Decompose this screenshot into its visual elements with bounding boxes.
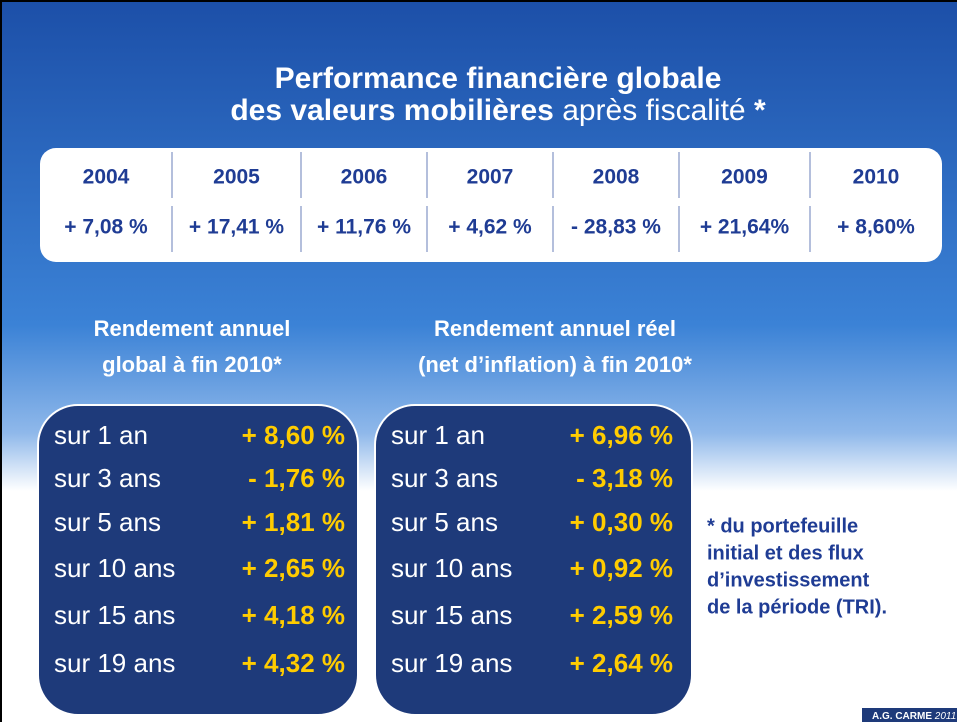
table-header: 2004 — [83, 166, 130, 189]
table-header: 2005 — [213, 166, 260, 189]
row-value: + 2,59 % — [570, 600, 673, 630]
row-label: sur 15 ans — [391, 600, 512, 630]
table-header: 2008 — [593, 166, 640, 189]
table-value: + 4,62 % — [448, 216, 532, 239]
footnote: initial et des flux — [707, 542, 864, 564]
row-value: + 2,64 % — [570, 648, 673, 678]
row-value: - 3,18 % — [576, 463, 673, 493]
row-label: sur 1 an — [54, 420, 148, 450]
row-label: sur 3 ans — [54, 463, 161, 493]
row-label: sur 10 ans — [391, 553, 512, 583]
row-label: sur 1 an — [391, 420, 485, 450]
footnote: d’investissement — [707, 569, 870, 591]
row-value: + 0,30 % — [570, 507, 673, 537]
title-line1: Performance financière globale — [275, 62, 722, 95]
table-value: - 28,83 % — [571, 216, 661, 239]
footer: A.G. CARME 2011 — [872, 711, 956, 722]
footer-box — [862, 708, 957, 722]
table-header: 2009 — [721, 166, 768, 189]
title-bold: des valeurs mobilières — [230, 94, 554, 127]
footnote: de la période (TRI). — [707, 596, 887, 618]
row-value: + 0,92 % — [570, 553, 673, 583]
row-label: sur 5 ans — [391, 507, 498, 537]
panel-heading: Rendement annuel réel — [434, 316, 676, 341]
row-label: sur 19 ans — [391, 648, 512, 678]
footer-name: A.G. CARME — [872, 711, 932, 722]
content: 2004 + 7,08 % 2005 + 17,41 % 2006 + 11,76 % 20… — [37, 152, 915, 716]
panel-box — [37, 404, 359, 716]
row-value: + 4,32 % — [242, 648, 345, 678]
panel-heading: (net d’inflation) à fin 2010* — [418, 352, 692, 377]
title-star: * — [754, 94, 766, 127]
row-label: sur 19 ans — [54, 648, 175, 678]
row-value: - 1,76 % — [248, 463, 345, 493]
title-normal: après fiscalité — [562, 94, 745, 127]
table-box — [40, 148, 942, 262]
panel-box — [374, 404, 693, 716]
row-value: + 1,81 % — [242, 507, 345, 537]
table-value: + 21,64% — [700, 216, 790, 239]
title-line2: des valeurs mobilières après fiscalité * — [230, 94, 766, 127]
row-value: + 8,60 % — [242, 420, 345, 450]
table-header: 2010 — [853, 166, 900, 189]
footnote: * du portefeuille — [707, 515, 858, 537]
table-value: + 8,60% — [837, 216, 915, 239]
row-label: sur 3 ans — [391, 463, 498, 493]
row-label: sur 15 ans — [54, 600, 175, 630]
table-value: + 11,76 % — [317, 216, 411, 239]
table-value: + 17,41 % — [189, 216, 284, 239]
row-label: sur 5 ans — [54, 507, 161, 537]
table-header: 2006 — [341, 166, 388, 189]
panel-heading: Rendement annuel — [94, 316, 291, 341]
row-value: + 6,96 % — [570, 420, 673, 450]
footer-year: 2011 — [934, 711, 957, 722]
panel-heading: global à fin 2010* — [102, 352, 282, 377]
row-value: + 4,18 % — [242, 600, 345, 630]
row-label: sur 10 ans — [54, 553, 175, 583]
table-value: + 7,08 % — [64, 216, 148, 239]
table-header: 2007 — [467, 166, 514, 189]
row-value: + 2,65 % — [242, 553, 345, 583]
